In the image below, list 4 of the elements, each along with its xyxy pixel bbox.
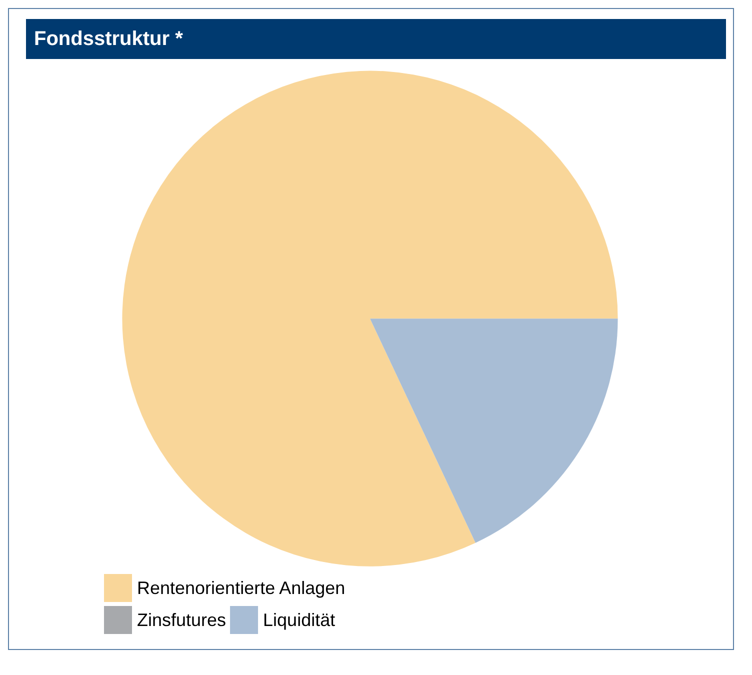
chart-title: Fondsstruktur * xyxy=(26,19,726,59)
legend-label: Rentenorientierte Anlagen xyxy=(137,578,346,598)
legend-label: Zinsfutures xyxy=(137,610,226,630)
legend-label: Liquidität xyxy=(263,610,336,630)
